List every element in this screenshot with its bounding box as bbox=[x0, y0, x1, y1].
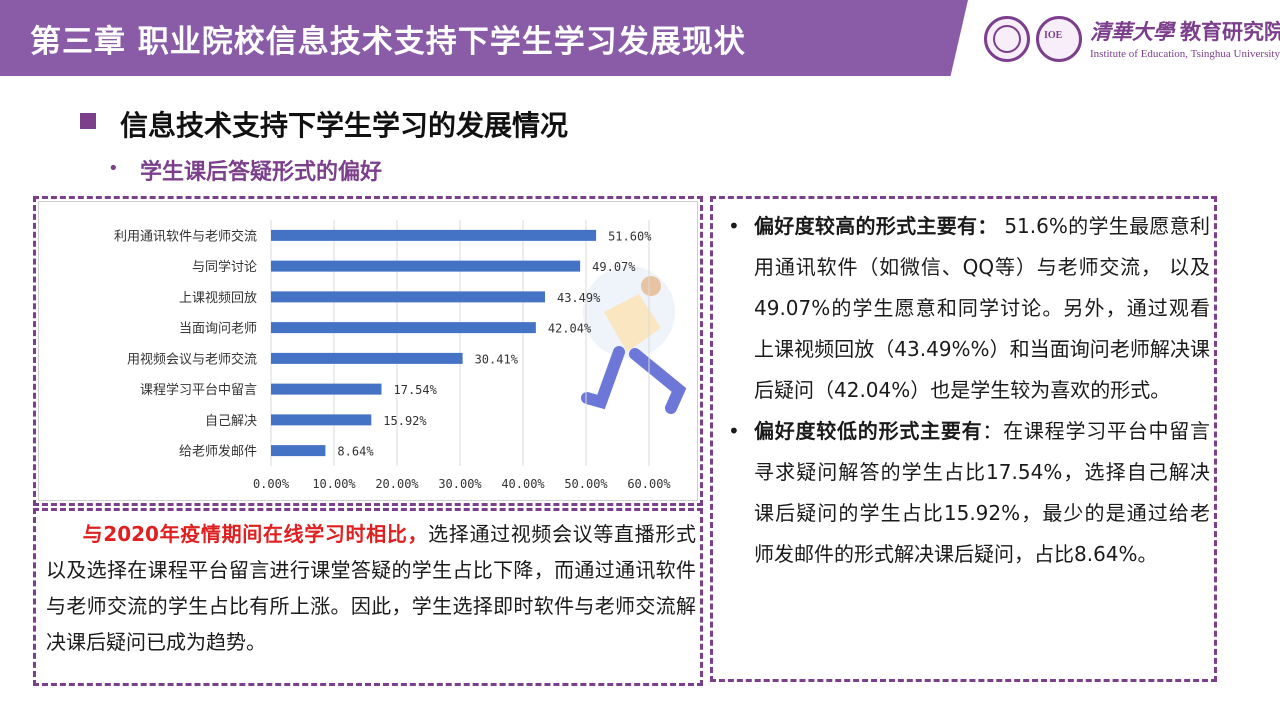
data-label: 42.04% bbox=[548, 322, 592, 336]
bar bbox=[271, 322, 536, 334]
x-tick-label: 10.00% bbox=[312, 477, 356, 491]
finding-bullet-icon: • bbox=[728, 419, 740, 443]
comparison-note-frame bbox=[33, 508, 703, 686]
category-label: 用视频会议与老师交流 bbox=[127, 351, 257, 367]
chart-frame bbox=[33, 196, 703, 506]
data-label: 8.64% bbox=[337, 445, 374, 459]
header-banner bbox=[0, 0, 968, 76]
x-tick-label: 40.00% bbox=[501, 477, 545, 491]
institution-logo: IOE 清華大學 教育研究院 Institute of Education, Ts… bbox=[980, 10, 1280, 70]
logo-institute-name: 教育研究院 bbox=[1180, 20, 1280, 44]
ioe-seal-icon: IOE bbox=[1036, 16, 1082, 62]
data-label: 51.60% bbox=[608, 229, 652, 243]
finding-text: 51.6%的学生最愿意利用通讯软件（如微信、QQ等）与老师交流， 以及49.07… bbox=[754, 214, 1210, 402]
category-label: 与同学讨论 bbox=[192, 259, 257, 275]
logo-name-en: Institute of Education, Tsinghua Univers… bbox=[1090, 48, 1280, 60]
data-label: 17.54% bbox=[394, 383, 438, 397]
university-seal-icon bbox=[984, 16, 1030, 62]
findings-list: • 偏好度较高的形式主要有： 51.6%的学生最愿意利用通讯软件（如微信、QQ等）… bbox=[724, 206, 1210, 575]
x-tick-label: 20.00% bbox=[375, 477, 419, 491]
category-label: 上课视频回放 bbox=[179, 291, 257, 306]
figure-shirt bbox=[604, 294, 661, 352]
x-tick-label: 30.00% bbox=[438, 477, 482, 491]
note-highlight: 与2020年疫情期间在线学习时相比， bbox=[82, 522, 429, 546]
bar-chart: 0.00% 10.00% 20.00% 30.00% 40.00% 50.00% 60.00… bbox=[38, 201, 698, 501]
ioe-seal-text: IOE bbox=[1044, 30, 1063, 41]
data-label: 43.49% bbox=[557, 291, 601, 305]
seal-inner-ring bbox=[993, 25, 1021, 53]
logo-university-name: 清華大學 bbox=[1090, 19, 1174, 44]
finding-bullet-icon: • bbox=[728, 214, 740, 238]
finding-low-preference: • 偏好度较低的形式主要有：在课程学习平台中留言寻求疑问解答的学生占比17.54%… bbox=[724, 411, 1210, 575]
chapter-title: 第三章 职业院校信息技术支持下学生学习发展现状 bbox=[30, 24, 746, 60]
chart-grid bbox=[270, 220, 650, 466]
bar bbox=[271, 383, 382, 395]
category-label: 当面询问老师 bbox=[179, 322, 257, 337]
section-title: 信息技术支持下学生学习的发展情况 bbox=[120, 109, 569, 142]
bar bbox=[271, 414, 372, 426]
chart-bars bbox=[271, 229, 597, 457]
note-body: 选择通过视频会议等直播形式以及选择在课程平台留言进行课堂答疑的学生占比下降，而通… bbox=[46, 522, 696, 654]
decorative-figure bbox=[581, 266, 687, 414]
data-label: 15.92% bbox=[383, 414, 427, 428]
bar bbox=[271, 352, 463, 364]
chart-labels: 0.00% 10.00% 20.00% 30.00% 40.00% 50.00% 60.00… bbox=[114, 228, 671, 491]
logo-name-cn: 清華大學 教育研究院 bbox=[1090, 16, 1280, 46]
x-tick-label: 50.00% bbox=[564, 477, 608, 491]
data-label: 49.07% bbox=[592, 260, 636, 274]
finding-lead: 偏好度较低的形式主要有 bbox=[754, 419, 983, 443]
findings-frame bbox=[710, 196, 1217, 682]
category-label: 利用通讯软件与老师交流 bbox=[114, 228, 257, 244]
category-label: 课程学习平台中留言 bbox=[140, 382, 257, 398]
section-bullet-square-icon bbox=[80, 113, 96, 129]
header-bar: 第三章 职业院校信息技术支持下学生学习发展现状 IOE 清華大學 教育研究院 In… bbox=[0, 0, 1280, 76]
bar bbox=[271, 445, 326, 457]
figure-legs bbox=[581, 346, 687, 414]
finding-high-preference: • 偏好度较高的形式主要有： 51.6%的学生最愿意利用通讯软件（如微信、QQ等）… bbox=[724, 206, 1210, 411]
figure-head bbox=[641, 276, 661, 296]
category-label: 给老师发邮件 bbox=[179, 444, 257, 460]
comparison-note: 与2020年疫情期间在线学习时相比，选择通过视频会议等直播形式以及选择在课程平台… bbox=[46, 516, 696, 660]
bar bbox=[271, 229, 597, 241]
finding-text: ：在课程学习平台中留言寻求疑问解答的学生占比17.54%，选择自己解决课后疑问的… bbox=[754, 419, 1211, 566]
data-label: 30.41% bbox=[475, 352, 519, 366]
category-label: 自己解决 bbox=[205, 414, 257, 429]
section-subtitle: 学生课后答疑形式的偏好 bbox=[140, 160, 383, 185]
x-tick-label: 0.00% bbox=[253, 477, 290, 491]
x-tick-label: 60.00% bbox=[627, 477, 671, 491]
bar bbox=[271, 291, 545, 303]
bar-chart-svg: 0.00% 10.00% 20.00% 30.00% 40.00% 50.00% 60.00… bbox=[114, 220, 687, 491]
sub-bullet-dot-icon: • bbox=[108, 158, 119, 179]
bar bbox=[271, 260, 581, 272]
finding-lead: 偏好度较高的形式主要有： bbox=[754, 214, 998, 238]
